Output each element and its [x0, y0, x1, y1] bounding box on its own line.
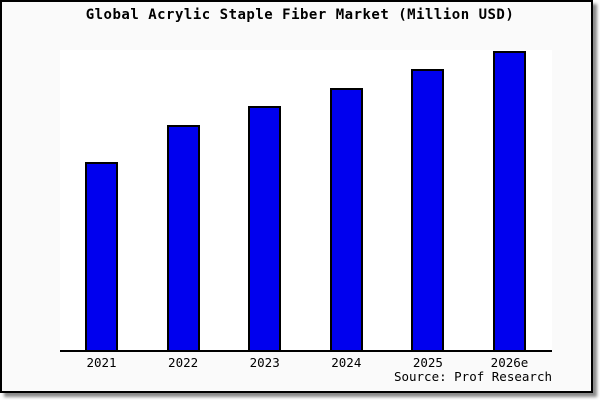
- plot-area: [60, 50, 552, 352]
- x-tick-label-2024: 2024: [331, 355, 362, 370]
- x-axis-tick-row: 2021 2022 2023 2024 2025 2026e: [60, 355, 552, 371]
- x-tick-label-2023: 2023: [249, 355, 280, 370]
- x-tick-label-2026e: 2026e: [490, 355, 529, 370]
- x-tick-label-2021: 2021: [86, 355, 117, 370]
- source-note: Source: Prof Research: [393, 369, 552, 384]
- bar-2025: [411, 69, 445, 350]
- bar-2024: [329, 88, 363, 350]
- chart-title: Global Acrylic Staple Fiber Market (Mill…: [85, 7, 515, 23]
- bar-2021: [85, 162, 118, 350]
- bar-2022: [166, 125, 200, 350]
- x-tick-label-2022: 2022: [168, 355, 199, 370]
- bar-2023: [248, 106, 282, 350]
- x-tick-label-2025: 2025: [412, 355, 443, 370]
- bar-2026e: [493, 51, 526, 350]
